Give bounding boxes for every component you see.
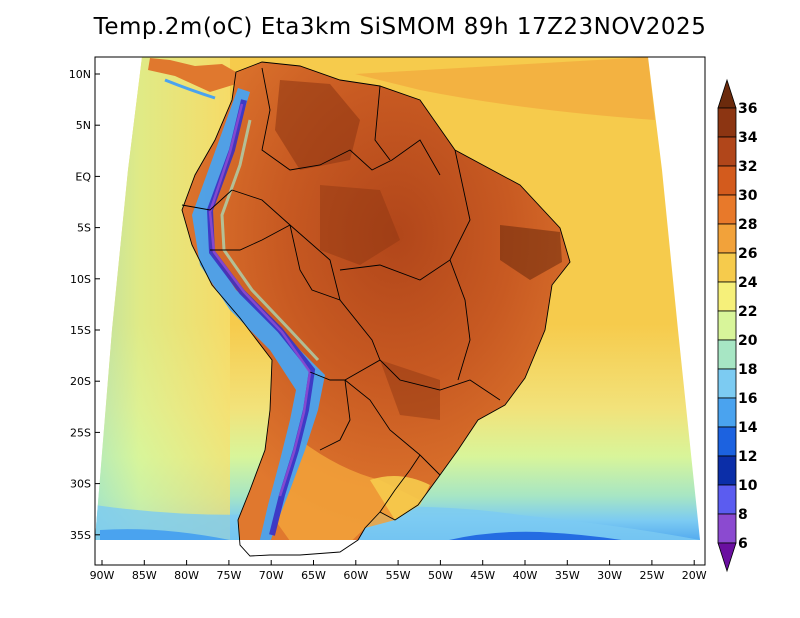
lon-label: 55W (386, 569, 411, 582)
longitude-axis: 90W 85W 80W 75W 70W 65W 60W 55W 50W 45W 40W 35W 30W 2… (90, 560, 707, 582)
colorbar-segment (717, 397, 737, 428)
colorbar-segment (717, 194, 737, 225)
colorbar-segment (717, 426, 737, 457)
colorbar-label: 20 (738, 333, 758, 349)
lon-label: 85W (132, 569, 157, 582)
colorbar-min-arrow (717, 542, 737, 573)
lat-label: 30S (70, 478, 91, 491)
lat-label: 25S (70, 426, 91, 439)
colorbar-segment (717, 368, 737, 399)
andes-cold-band (192, 88, 325, 540)
colorbar-segment (717, 339, 737, 370)
colorbar-label: 8 (738, 507, 748, 523)
lon-label: 50W (428, 569, 453, 582)
colorbar-label: 12 (738, 449, 757, 465)
colorbar-label: 6 (738, 536, 748, 552)
colorbar-label: 30 (738, 188, 758, 204)
lon-label: 35W (555, 569, 580, 582)
colorbar-label: 14 (738, 420, 758, 436)
lon-label: 30W (597, 569, 622, 582)
lon-label: 20W (682, 569, 707, 582)
lat-label: 35S (70, 529, 91, 542)
lon-label: 25W (639, 569, 664, 582)
colorbar-label: 16 (738, 391, 757, 407)
colorbar: 36 34 32 30 28 26 24 22 20 18 16 14 12 10 8 6 (717, 78, 758, 573)
lat-label: 10S (70, 273, 91, 286)
colorbar-segment (717, 455, 737, 486)
colorbar-segment (717, 513, 737, 544)
lon-label: 90W (90, 569, 115, 582)
colorbar-segment (717, 107, 737, 138)
lon-label: 70W (259, 569, 284, 582)
lat-label: 5N (76, 119, 91, 132)
latitude-axis: 10N 5N EQ 5S 10S 15S 20S 25S 30S 35S (69, 68, 100, 542)
lon-label: 65W (301, 569, 326, 582)
map-frame (94, 56, 706, 566)
colorbar-max-arrow (717, 78, 737, 109)
continent-landmass (182, 62, 570, 540)
colorbar-label: 28 (738, 217, 757, 233)
lat-label: 20S (70, 375, 91, 388)
colorbar-label: 32 (738, 159, 757, 175)
colorbar-segment (717, 484, 737, 515)
colorbar-segment (717, 136, 737, 167)
colorbar-segment (717, 252, 737, 283)
colorbar-segment (717, 223, 737, 254)
colorbar-segment (717, 310, 737, 341)
colorbar-label: 26 (738, 246, 757, 262)
lat-label: 5S (77, 222, 91, 235)
colorbar-label: 18 (738, 362, 757, 378)
colorbar-label: 36 (738, 101, 757, 117)
lat-label: 15S (70, 324, 91, 337)
colorbar-segment (717, 281, 737, 312)
lat-label: 10N (69, 68, 91, 81)
country-borders (181, 61, 571, 557)
lon-label: 80W (174, 569, 199, 582)
lon-label: 45W (470, 569, 495, 582)
lon-label: 75W (216, 569, 241, 582)
colorbar-label: 34 (738, 130, 758, 146)
model-domain (95, 57, 700, 540)
lon-label: 60W (343, 569, 368, 582)
lat-label: EQ (75, 170, 91, 183)
chart-title: Temp.2m(oC) Eta3km SiSMOM 89h 17Z23NOV20… (93, 14, 707, 40)
colorbar-label: 24 (738, 275, 758, 291)
colorbar-segment (717, 165, 737, 196)
lon-label: 40W (513, 569, 538, 582)
colorbar-label: 10 (738, 478, 758, 494)
colorbar-label: 22 (738, 304, 757, 320)
